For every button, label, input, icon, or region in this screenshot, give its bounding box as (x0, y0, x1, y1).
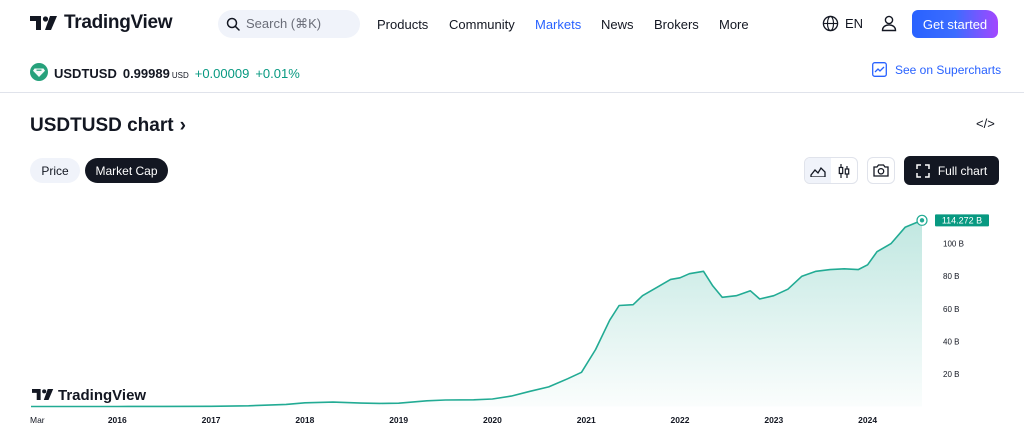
last-value-label: 114.272 B (942, 215, 982, 225)
ticker-symbol[interactable]: USDTUSD (54, 66, 117, 81)
search-icon (226, 17, 240, 31)
y-axis-tick-label: 40 B (943, 337, 959, 346)
area-chart-icon (810, 166, 826, 177)
fullscreen-icon (916, 163, 930, 178)
menu-item-markets[interactable]: Markets (535, 17, 582, 32)
last-value-badge-bg (935, 214, 989, 227)
x-axis-tick-label: 2018 (295, 415, 314, 425)
header-divider (0, 92, 1024, 93)
ticker-change: +0.00009 (194, 66, 250, 81)
full-chart-button[interactable]: Full chart (904, 156, 999, 185)
menu-item-products[interactable]: Products (377, 17, 429, 32)
brand-name: TradingView (64, 12, 173, 33)
chart-series-line (31, 219, 923, 408)
x-axis-tick-label: 2024 (858, 415, 877, 425)
tab-price[interactable]: Price (30, 158, 80, 183)
menu-item-brokers[interactable]: Brokers (654, 17, 699, 32)
tradingview-watermark: TradingView (32, 387, 146, 404)
chart-title-link[interactable]: USDTUSD chart › (30, 115, 186, 137)
ticker-change-percent: +0.01% (255, 66, 300, 81)
full-chart-label: Full chart (937, 163, 988, 178)
last-value-badge: 114.272 B (935, 214, 989, 227)
menu-item-community[interactable]: Community (449, 17, 515, 32)
chevron-right-icon: › (179, 115, 186, 136)
y-axis-tick-label: 60 B (943, 305, 959, 314)
get-started-button[interactable]: Get started (912, 10, 998, 38)
top-navigation: TradingView Search (⌘K) Products Communi… (0, 0, 1024, 48)
market-cap-chart[interactable]: 20 B 40 B 60 B 80 B 100 B Mar 2016 2017 2018 201… (0, 195, 1024, 438)
see-on-supercharts-link[interactable]: See on Supercharts (872, 62, 1001, 77)
watermark-text: TradingView (58, 387, 146, 404)
candlestick-icon (838, 163, 850, 178)
tradingview-watermark-icon (32, 389, 54, 400)
ticker-price: 0.99989 (122, 66, 170, 81)
last-value-marker (916, 214, 928, 226)
y-axis-tick-label: 20 B (943, 370, 959, 379)
supercharts-icon (872, 62, 887, 77)
language-selector[interactable]: EN (822, 15, 863, 32)
chart-style-toggle (804, 157, 858, 184)
language-label: EN (845, 16, 864, 31)
tradingview-logo-icon (30, 16, 57, 30)
x-axis-tick-label: 2019 (389, 415, 408, 425)
tradingview-logo[interactable]: TradingView (30, 12, 173, 34)
supercharts-label: See on Supercharts (895, 62, 1002, 77)
snapshot-button[interactable] (867, 157, 895, 184)
menu-item-more[interactable]: More (719, 17, 749, 32)
ticker-currency: USD (171, 71, 189, 80)
search-placeholder: Search (⌘K) (246, 16, 322, 31)
chart-title: USDTUSD chart (30, 115, 174, 136)
camera-icon (873, 164, 889, 177)
x-axis-tick-label: 2022 (671, 415, 690, 425)
search-input[interactable]: Search (⌘K) (218, 10, 360, 38)
globe-icon (822, 15, 839, 32)
y-axis-tick-label: 100 B (943, 240, 964, 249)
last-point-dot (919, 218, 925, 223)
x-axis-tick-label: 2023 (764, 415, 783, 425)
x-axis-tick-label: 2021 (577, 415, 596, 425)
candles-chart-button[interactable] (831, 158, 857, 183)
chart-area-fill (31, 220, 922, 407)
x-axis-tick-label: 2016 (108, 415, 127, 425)
area-chart-button[interactable] (805, 158, 831, 183)
menu-item-news[interactable]: News (601, 17, 634, 32)
y-axis-tick-label: 80 B (943, 272, 959, 281)
ticker-header: USDTUSD 0.99989 USD +0.00009 +0.01% (30, 60, 300, 81)
tether-icon (30, 63, 48, 81)
user-icon (881, 15, 897, 32)
x-axis-tick-label: Mar (30, 415, 45, 425)
x-axis-tick-label: 2020 (483, 415, 502, 425)
user-menu-button[interactable] (880, 14, 898, 37)
x-axis-tick-label: 2017 (202, 415, 221, 425)
embed-code-icon[interactable]: </> (976, 116, 995, 131)
tab-market-cap[interactable]: Market Cap (85, 158, 168, 183)
